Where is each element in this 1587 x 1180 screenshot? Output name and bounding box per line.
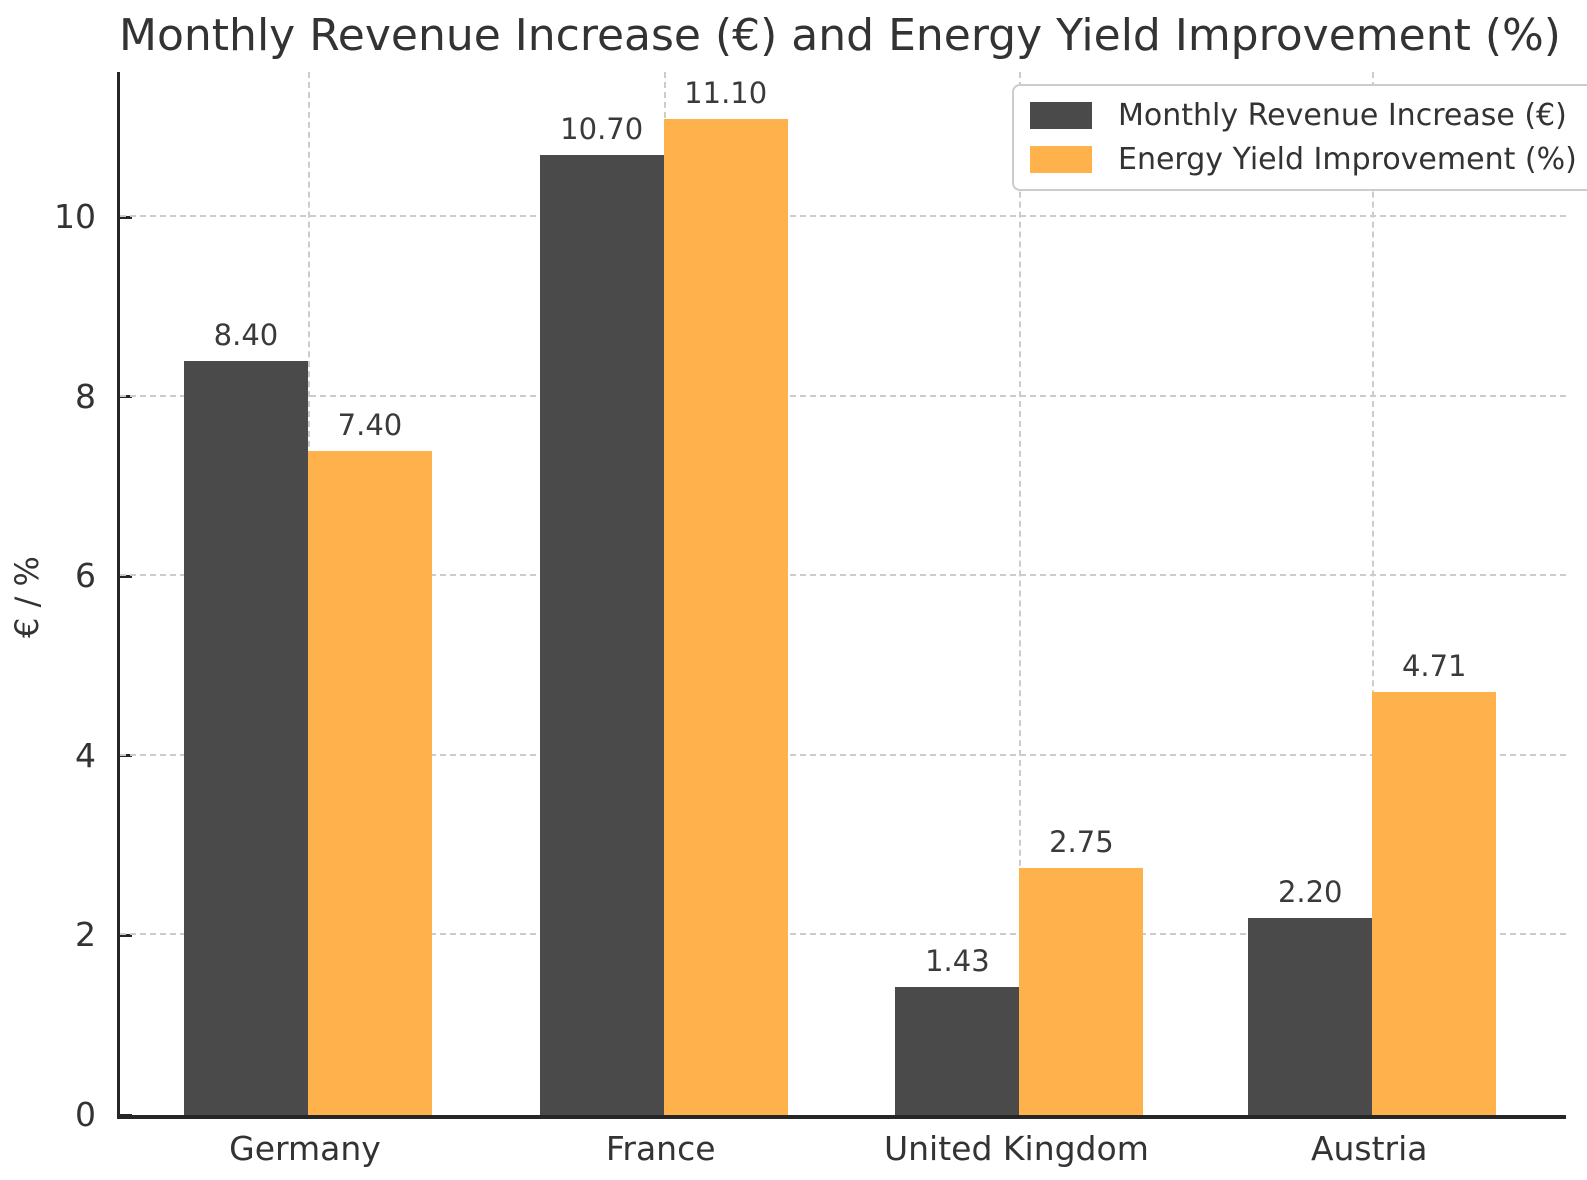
bar-value-label: 7.40 [337,407,403,442]
vertical-gridline [1372,72,1375,1115]
bar-france-series-0 [539,154,664,1115]
revenue-legend-swatch [1030,102,1092,129]
bar-france-series-1 [663,118,788,1115]
bar-value-label: 11.10 [684,75,768,110]
energy-yield-legend-swatch [1030,146,1092,173]
bar-value-label: 8.40 [213,318,279,353]
bar-value-label: 10.70 [560,111,644,146]
y-tick-mark [120,1113,132,1117]
horizontal-gridline [120,933,1566,936]
legend: Monthly Revenue Increase (€) Energy Yiel… [1012,84,1587,191]
bar-united-kingdom-series-0 [895,986,1020,1115]
bar-germany-series-1 [307,450,432,1115]
legend-item-revenue: Monthly Revenue Increase (€) [1030,98,1577,133]
bar-value-label: 1.43 [925,943,990,978]
horizontal-gridline [120,574,1566,577]
vertical-gridline [1019,72,1022,1115]
energy-yield-legend-label: Energy Yield Improvement (%) [1118,142,1577,177]
horizontal-gridline [120,215,1566,218]
revenue-legend-label: Monthly Revenue Increase (€) [1118,98,1567,133]
bar-united-kingdom-series-1 [1019,868,1144,1115]
y-tick-label: 4 [75,735,96,775]
chart-title: Monthly Revenue Increase (€) and Energy … [119,10,1561,61]
horizontal-gridline [120,753,1566,756]
x-tick-label-austria: Austria [1310,1129,1428,1168]
x-tick-label-france: France [605,1129,716,1168]
y-tick-label: 0 [75,1095,96,1134]
bar-austria-series-0 [1248,917,1373,1115]
x-tick-label-united-kingdom: United Kingdom [883,1129,1149,1168]
horizontal-gridline [120,394,1566,397]
y-tick-label: 6 [75,556,96,596]
legend-item-energy-yield: Energy Yield Improvement (%) [1030,142,1577,177]
x-tick-label-germany: Germany [229,1129,381,1168]
bar-value-label: 4.71 [1401,649,1467,684]
y-tick-label: 8 [75,376,96,416]
bar-value-label: 2.20 [1277,874,1343,909]
plot-area: 8.40 7.40 10.70 11.10 1.43 2.75 2.20 4.71 [117,72,1566,1119]
y-tick-label: 2 [75,915,96,955]
bar-austria-series-1 [1372,692,1497,1115]
bar-germany-series-0 [183,361,308,1115]
bar-value-label: 2.75 [1049,825,1114,860]
y-tick-label: 10 [54,197,96,237]
